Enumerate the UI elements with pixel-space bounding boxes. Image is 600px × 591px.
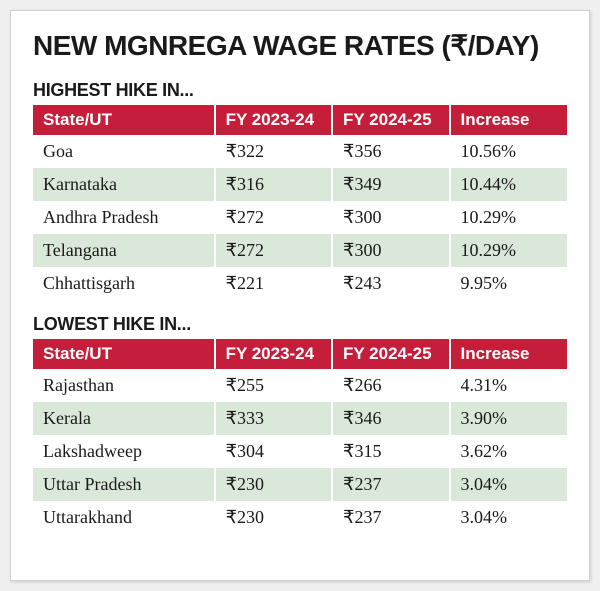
table-row: Rajasthan ₹255 ₹266 4.31% [33,369,567,402]
cell-state: Telangana [33,234,215,267]
cell-state: Lakshadweep [33,435,215,468]
cell-fy23: ₹304 [215,435,332,468]
table-row: Uttar Pradesh ₹230 ₹237 3.04% [33,468,567,501]
cell-fy23: ₹272 [215,201,332,234]
cell-fy24: ₹300 [332,201,449,234]
cell-fy24: ₹349 [332,168,449,201]
cell-state: Chhattisgarh [33,267,215,300]
cell-inc: 10.29% [450,201,568,234]
lowest-hike-table: State/UT FY 2023-24 FY 2024-25 Increase … [33,339,567,534]
cell-inc: 3.62% [450,435,568,468]
wage-rates-card: NEW MGNREGA WAGE RATES (₹/DAY) HIGHEST H… [10,10,590,581]
table-row: Kerala ₹333 ₹346 3.90% [33,402,567,435]
cell-state: Goa [33,135,215,168]
cell-fy24: ₹346 [332,402,449,435]
cell-inc: 10.56% [450,135,568,168]
cell-state: Uttar Pradesh [33,468,215,501]
col-header-state: State/UT [33,339,215,369]
cell-inc: 4.31% [450,369,568,402]
col-header-fy23: FY 2023-24 [215,105,332,135]
cell-fy23: ₹333 [215,402,332,435]
cell-fy24: ₹237 [332,468,449,501]
cell-fy23: ₹230 [215,501,332,534]
col-header-fy24: FY 2024-25 [332,105,449,135]
cell-fy24: ₹356 [332,135,449,168]
cell-fy24: ₹237 [332,501,449,534]
table-row: Karnataka ₹316 ₹349 10.44% [33,168,567,201]
col-header-fy24: FY 2024-25 [332,339,449,369]
cell-fy23: ₹255 [215,369,332,402]
cell-fy23: ₹322 [215,135,332,168]
cell-state: Uttarakhand [33,501,215,534]
table-row: Chhattisgarh ₹221 ₹243 9.95% [33,267,567,300]
cell-inc: 3.04% [450,468,568,501]
cell-fy23: ₹230 [215,468,332,501]
col-header-fy23: FY 2023-24 [215,339,332,369]
cell-inc: 3.90% [450,402,568,435]
table-row: Telangana ₹272 ₹300 10.29% [33,234,567,267]
cell-state: Andhra Pradesh [33,201,215,234]
cell-fy24: ₹300 [332,234,449,267]
cell-fy24: ₹243 [332,267,449,300]
table-header-row: State/UT FY 2023-24 FY 2024-25 Increase [33,105,567,135]
table-row: Andhra Pradesh ₹272 ₹300 10.29% [33,201,567,234]
cell-state: Rajasthan [33,369,215,402]
col-header-state: State/UT [33,105,215,135]
table-header-row: State/UT FY 2023-24 FY 2024-25 Increase [33,339,567,369]
cell-fy24: ₹315 [332,435,449,468]
table-row: Lakshadweep ₹304 ₹315 3.62% [33,435,567,468]
col-header-inc: Increase [450,105,568,135]
cell-fy23: ₹272 [215,234,332,267]
cell-state: Karnataka [33,168,215,201]
cell-fy23: ₹316 [215,168,332,201]
cell-inc: 9.95% [450,267,568,300]
highest-hike-table: State/UT FY 2023-24 FY 2024-25 Increase … [33,105,567,300]
cell-fy23: ₹221 [215,267,332,300]
table-row: Uttarakhand ₹230 ₹237 3.04% [33,501,567,534]
cell-fy24: ₹266 [332,369,449,402]
cell-inc: 10.29% [450,234,568,267]
table-row: Goa ₹322 ₹356 10.56% [33,135,567,168]
highest-section-label: HIGHEST HIKE IN... [33,80,567,101]
card-title: NEW MGNREGA WAGE RATES (₹/DAY) [33,29,567,62]
lowest-section-label: LOWEST HIKE IN... [33,314,567,335]
cell-state: Kerala [33,402,215,435]
col-header-inc: Increase [450,339,568,369]
cell-inc: 3.04% [450,501,568,534]
cell-inc: 10.44% [450,168,568,201]
